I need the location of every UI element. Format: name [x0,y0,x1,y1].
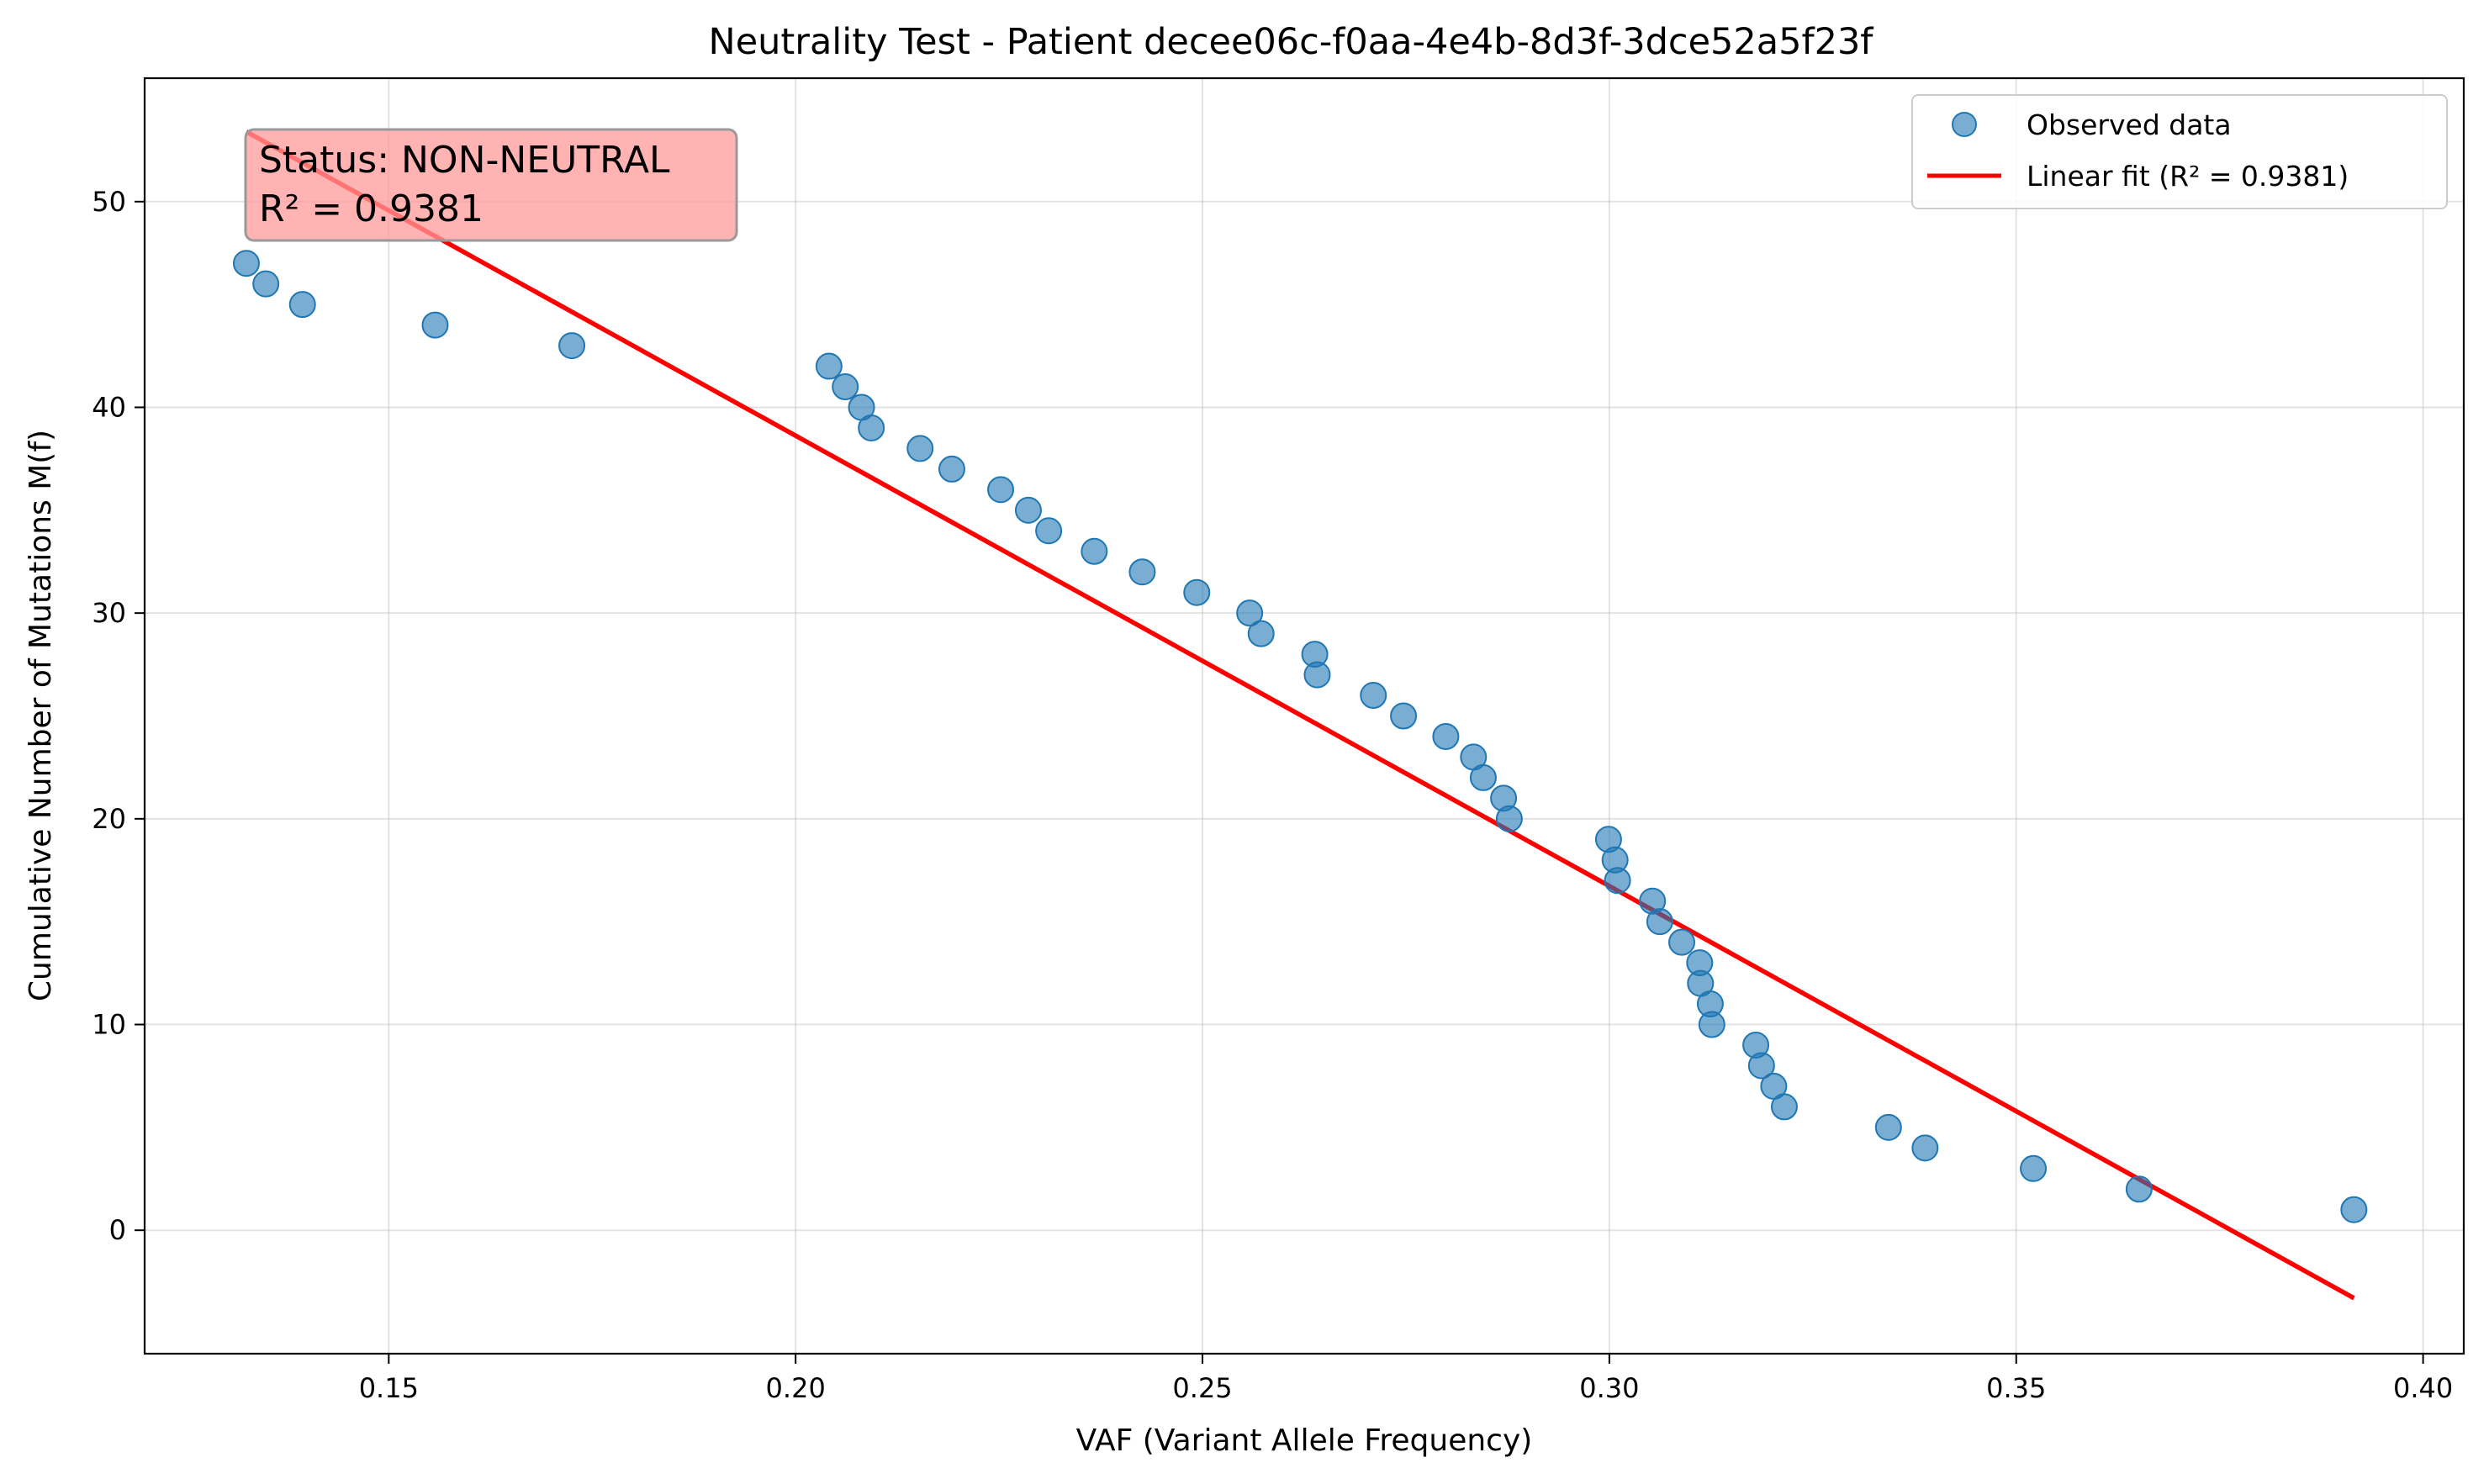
observed-data-point [1698,1011,1725,1038]
y-tick-label: 20 [92,803,126,835]
observed-data-point [1495,805,1523,832]
observed-data-point [858,414,885,441]
legend-marker-observed [1952,112,1977,137]
legend-label-fit: Linear fit (R² = 0.9381) [2027,160,2349,193]
y-axis-ticks: 0 10 20 30 40 50 [92,186,145,1246]
observed-data-point [1668,928,1696,956]
observed-data-point [1874,1113,1902,1141]
y-tick-label: 30 [92,597,126,629]
observed-data-point [1303,661,1331,689]
observed-data-point [1236,599,1264,627]
observed-data-point [815,352,843,380]
y-tick-label: 10 [92,1009,126,1041]
x-tick-label: 0.30 [1579,1372,1639,1404]
observed-data-point [832,373,859,401]
observed-data-point [1035,517,1063,545]
observed-data-point [1014,496,1042,524]
observed-data-point [232,250,260,277]
observed-data-point [288,291,316,319]
observed-data-point [1911,1134,1939,1162]
status-annotation-line1: Status: NON-NEUTRAL [259,139,670,182]
observed-data-point [906,435,934,462]
observed-data-point [2020,1154,2048,1182]
x-tick-label: 0.35 [1986,1372,2046,1404]
observed-data-series [232,250,2368,1223]
legend: Observed data Linear fit (R² = 0.9381) [1911,94,2448,209]
x-tick-label: 0.40 [2393,1372,2453,1404]
observed-data-point [1604,867,1631,895]
legend-box [1911,94,2448,209]
grid-lines [145,78,2464,1354]
x-tick-label: 0.25 [1172,1372,1232,1404]
x-tick-label: 0.20 [766,1372,826,1404]
linear-fit-series [245,129,2355,1301]
observed-data-point [987,476,1015,504]
status-annotation-line2: R² = 0.9381 [259,187,484,230]
observed-data-point [1183,578,1211,606]
observed-data-point [1747,1052,1775,1080]
status-annotation: Status: NON-NEUTRAL R² = 0.9381 [244,128,738,242]
observed-data-point [2340,1196,2368,1223]
observed-data-point [1770,1093,1798,1121]
observed-data-point [1360,682,1387,710]
observed-data-point [1390,702,1418,730]
y-axis-label: Cumulative Number of Mutations M(f) [24,430,58,1001]
x-axis-ticks: 0.15 0.20 0.25 0.30 0.35 0.40 [359,1354,2453,1404]
observed-data-point [1081,537,1108,565]
observed-data-point [252,270,280,298]
plot-frame [143,77,2465,1355]
observed-data-point [1128,558,1156,586]
observed-data-point [1469,763,1497,791]
observed-data-point [1646,908,1673,936]
chart-title: Neutrality Test - Patient decee06c-f0aa-… [709,21,1874,63]
y-tick-label: 40 [92,391,126,423]
status-annotation-box [244,128,738,242]
x-tick-label: 0.15 [359,1372,419,1404]
observed-data-point [1247,620,1275,647]
linear-fit-line [245,129,2355,1301]
y-tick-label: 50 [92,186,126,218]
y-tick-label: 0 [109,1214,126,1246]
observed-data-point [558,332,586,360]
legend-label-observed: Observed data [2027,108,2232,141]
observed-data-point [938,455,965,483]
x-axis-label: VAF (Variant Allele Frequency) [1076,1423,1533,1458]
observed-data-point [1432,722,1460,750]
observed-data-point [421,311,449,339]
observed-data-point [2125,1175,2153,1203]
